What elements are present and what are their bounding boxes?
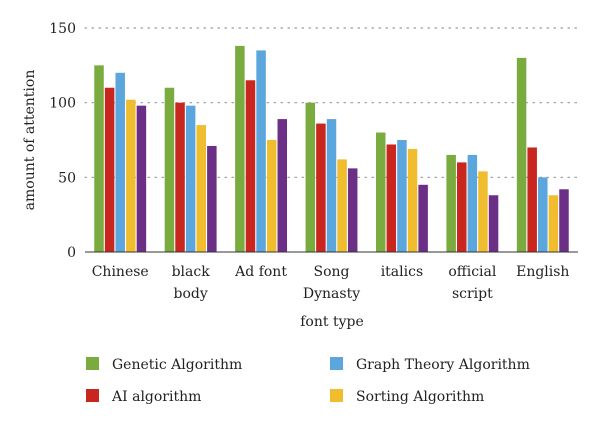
bar — [527, 147, 537, 252]
y-tick-labels: 0 50 100 150 — [49, 21, 76, 261]
bar — [266, 140, 277, 252]
bar — [467, 154, 478, 252]
y-axis-title: amount of attention — [22, 70, 38, 211]
bar — [407, 148, 418, 252]
y-tick-label: 100 — [49, 96, 76, 112]
bar — [347, 168, 358, 252]
bar — [375, 132, 386, 252]
bar — [136, 105, 147, 252]
category-label: body — [174, 286, 208, 302]
bar — [207, 145, 217, 252]
bar — [478, 171, 488, 252]
legend: Genetic Algorithm Graph Theory Algorithm A… — [86, 357, 530, 405]
bar — [316, 123, 326, 252]
bar — [446, 154, 456, 252]
bar — [305, 102, 316, 253]
bars — [94, 45, 569, 253]
bar — [94, 65, 104, 252]
y-tick-label: 0 — [67, 245, 76, 261]
legend-label: Graph Theory Algorithm — [356, 357, 530, 373]
bar — [256, 50, 266, 253]
bar — [337, 159, 347, 252]
legend-label: Genetic Algorithm — [112, 357, 242, 373]
category-label: black — [172, 264, 211, 280]
category-label: Chinese — [92, 264, 149, 280]
bar — [418, 184, 428, 252]
legend-label: AI algorithm — [111, 389, 201, 405]
bar — [386, 144, 397, 252]
bar — [185, 105, 196, 252]
category-label: official — [448, 264, 497, 280]
bar — [245, 80, 256, 253]
bar — [397, 140, 407, 252]
category-label: Dynasty — [303, 286, 360, 302]
bar — [516, 57, 527, 252]
bar — [538, 177, 548, 252]
legend-label: Sorting Algorithm — [356, 389, 484, 405]
category-label: italics — [381, 264, 423, 280]
bar — [196, 125, 206, 252]
bar — [175, 102, 185, 253]
bar — [104, 87, 115, 252]
category-label: Song — [314, 264, 350, 280]
category-label: Ad font — [234, 264, 287, 280]
bar — [457, 162, 467, 252]
bar — [488, 195, 499, 252]
bar — [559, 189, 569, 252]
bar — [235, 45, 245, 252]
bar — [115, 72, 125, 252]
bar — [277, 119, 288, 253]
legend-swatch — [86, 389, 99, 402]
category-labels: Chinese black body Ad font Song Dynasty italic… — [92, 264, 570, 302]
legend-swatch — [330, 357, 343, 370]
bar — [326, 119, 337, 253]
category-label: script — [452, 286, 493, 302]
y-tick-label: 150 — [49, 21, 76, 37]
x-axis-title: font type — [300, 314, 364, 330]
y-tick-label: 50 — [58, 170, 76, 186]
legend-swatch — [86, 357, 99, 370]
category-label: English — [516, 264, 569, 280]
bar — [548, 195, 559, 252]
legend-swatch — [330, 389, 343, 402]
bar — [164, 87, 175, 252]
bar — [126, 99, 136, 253]
